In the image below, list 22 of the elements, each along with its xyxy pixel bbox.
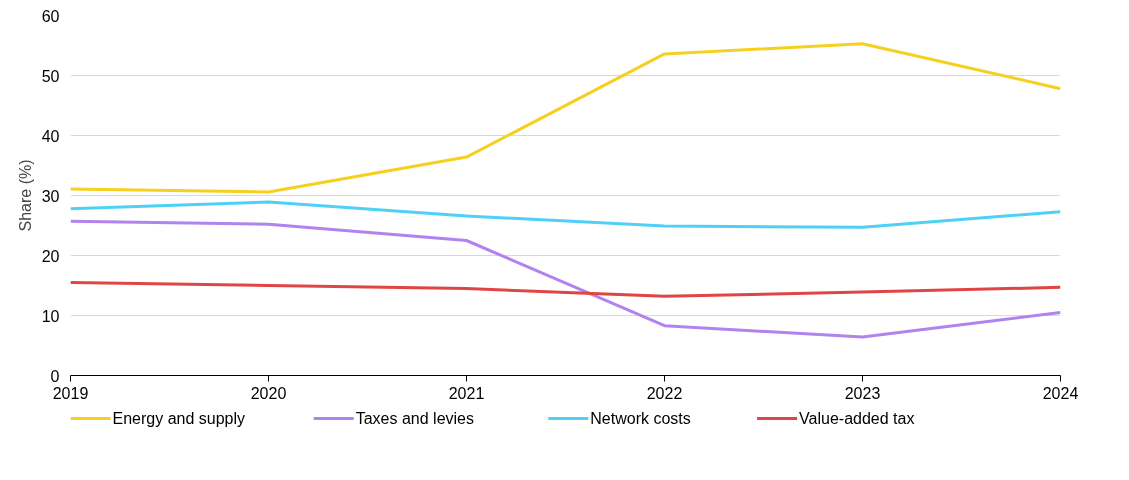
x-tick-label: 2019 [52,384,89,402]
x-tick-label: 2020 [250,384,287,402]
y-tick-label: 40 [41,127,60,145]
x-tick-label: 2024 [1042,384,1079,402]
x-tick-label: 2021 [448,384,485,402]
x-tick-label: 2023 [844,384,881,402]
line-series [70,219,1061,339]
line-series [70,281,1061,298]
x-tick-label: 2022 [646,384,683,402]
legend-label: Energy and supply [112,410,246,427]
y-tick-label: 50 [41,67,60,85]
y-tick-label: 60 [41,7,60,25]
y-axis-title: Share (%) [16,159,34,232]
legend-label: Network costs [590,410,691,427]
y-tick-label: 10 [41,307,60,325]
line-series [70,200,1061,229]
legend-label: Taxes and levies [355,410,474,427]
y-tick-label: 30 [41,187,60,205]
y-tick-label: 20 [41,247,60,265]
line-series [70,42,1061,194]
y-tick-label: 0 [50,367,60,385]
legend-label: Value-added tax [799,410,915,427]
